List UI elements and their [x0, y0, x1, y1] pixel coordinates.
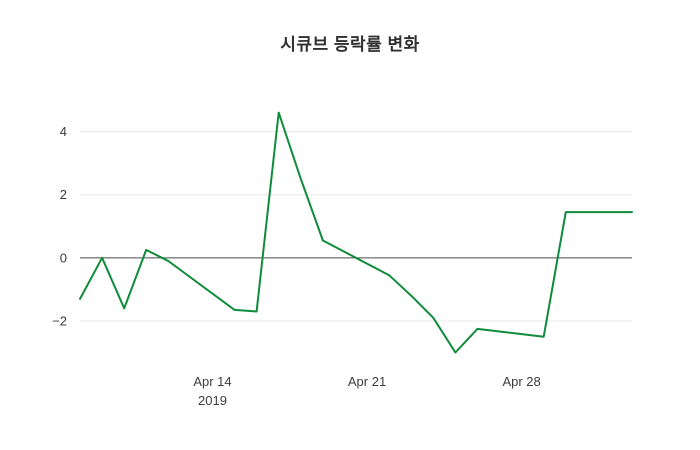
y-tick-label: 2 — [60, 187, 67, 202]
x-tick-label: Apr 28 — [502, 374, 540, 389]
series-layer — [79, 111, 633, 354]
chart-title: 시큐브 등락률 변화 — [280, 35, 420, 54]
series-line — [79, 111, 633, 354]
x-tick-label: Apr 21 — [348, 374, 386, 389]
y-tick-label: 4 — [60, 124, 67, 139]
x-tick-year-label: 2019 — [198, 393, 227, 408]
x-tick-label: Apr 14 — [193, 374, 231, 389]
gridlines-layer — [80, 131, 632, 322]
y-tick-label: −2 — [52, 313, 67, 328]
axis-ticks-layer: −2 0 2 4 Apr 14 2019 Apr 21 Apr 28 — [52, 124, 541, 408]
y-tick-label: 0 — [60, 250, 67, 265]
